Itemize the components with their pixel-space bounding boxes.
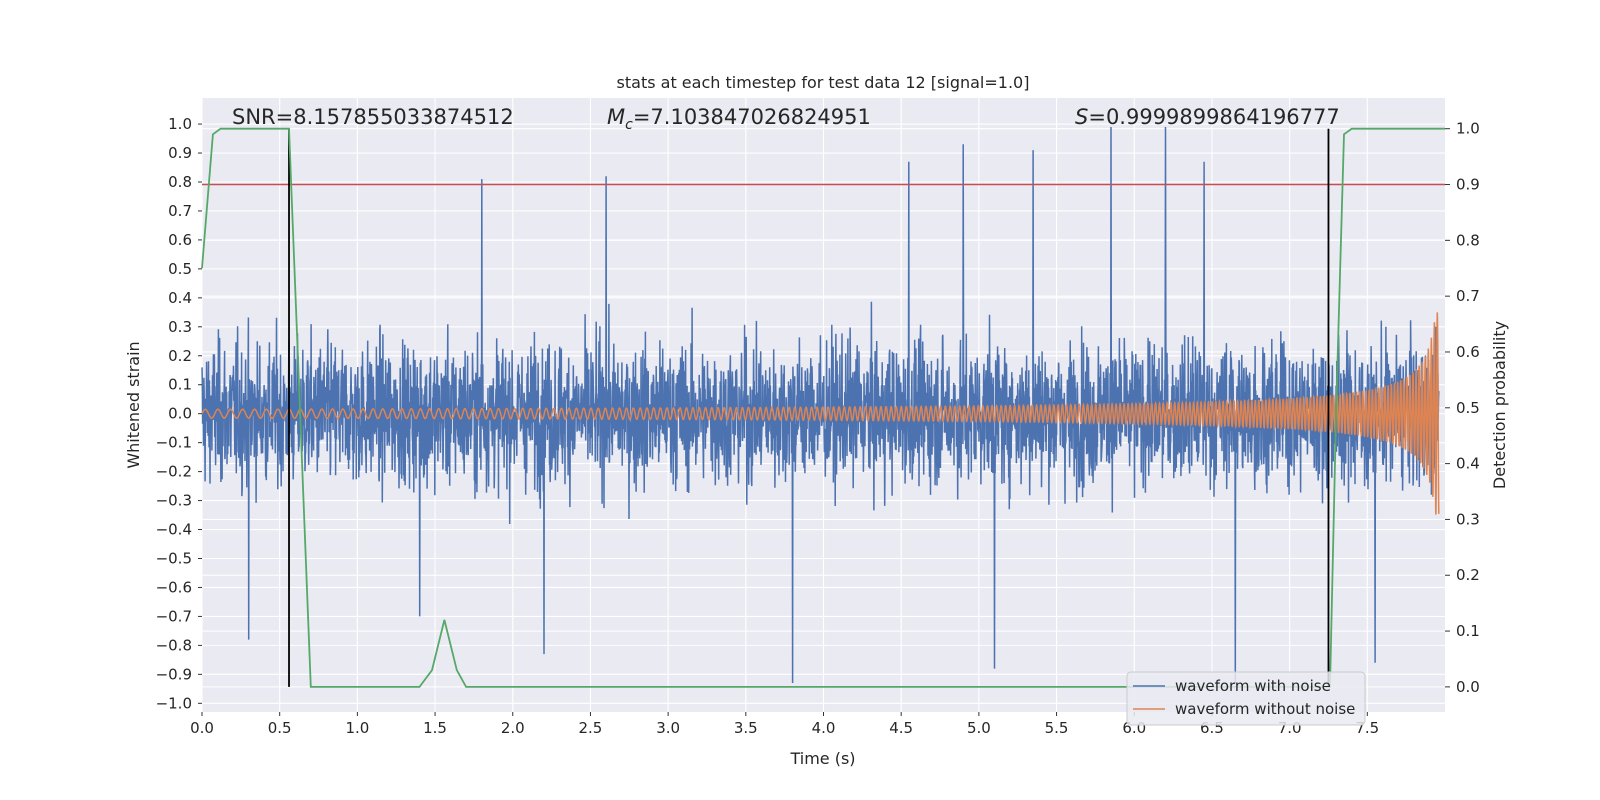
x-axis-label: Time (s) — [789, 749, 855, 768]
y-tick-label: 0.8 — [168, 173, 192, 191]
y-tick-label: 0.3 — [168, 318, 192, 336]
y-tick-label: 0.7 — [168, 202, 192, 220]
x-tick-label: 2.5 — [579, 719, 603, 737]
snr-annotation: SNR=8.157855033874512 — [232, 105, 514, 129]
chirp-mass-annotation: Mc=7.103847026824951 — [607, 105, 871, 133]
x-tick-label: 3.5 — [734, 719, 758, 737]
statistic-value: =0.9999899864196777 — [1088, 105, 1339, 129]
x-tick-label: 0.5 — [268, 719, 292, 737]
y-tick-label: −0.3 — [156, 492, 192, 510]
chart-title: stats at each timestep for test data 12 … — [617, 73, 1030, 92]
x-tick-label: 2.0 — [501, 719, 525, 737]
y2-axis-label: Detection probability — [1490, 321, 1509, 489]
y2-axis-ticks: 1.0 0.9 0.8 0.7 0.6 0.5 0.4 0.3 0.2 0.1 0.0 — [1445, 120, 1480, 696]
statistic-symbol: S — [1075, 105, 1088, 129]
y-tick-label: 1.0 — [168, 115, 192, 133]
legend-box — [1126, 671, 1366, 726]
y-axis-ticks: 1.0 0.9 0.8 0.7 0.6 0.5 0.4 0.3 0.2 0.1 0.0 −0.1 −0.… — [156, 115, 202, 712]
y-tick-label: 0.2 — [168, 347, 192, 365]
x-tick-label: 1.5 — [423, 719, 447, 737]
y2-tick-label: 0.2 — [1456, 566, 1480, 584]
chirp-mass-subscript: c — [625, 117, 633, 133]
y-tick-label: 0.5 — [168, 260, 192, 278]
x-tick-label: 3.0 — [656, 719, 680, 737]
y-tick-label: −0.1 — [156, 434, 192, 452]
y-tick-label: −1.0 — [156, 694, 192, 712]
chirp-mass-value: =7.103847026824951 — [633, 105, 871, 129]
y2-tick-label: 0.1 — [1456, 622, 1480, 640]
x-tick-label: 5.0 — [967, 719, 991, 737]
x-tick-label: 5.5 — [1045, 719, 1069, 737]
legend-label-noise: waveform with noise — [1175, 677, 1331, 695]
y2-tick-label: 0.3 — [1456, 510, 1480, 528]
y2-tick-label: 0.9 — [1456, 176, 1480, 194]
y-tick-label: −0.4 — [156, 521, 192, 539]
y2-tick-label: 0.6 — [1456, 343, 1480, 361]
series-line-detection-probability — [201, 127, 1445, 688]
x-tick-label: 4.0 — [812, 719, 836, 737]
y-tick-label: −0.8 — [156, 636, 192, 654]
y2-tick-label: 1.0 — [1456, 120, 1480, 138]
x-tick-label: 4.5 — [889, 719, 913, 737]
y-tick-label: −0.9 — [156, 665, 192, 683]
x-tick-label: 0.0 — [190, 719, 214, 737]
chirp-mass-symbol: M — [607, 105, 625, 129]
legend-label-clean: waveform without noise — [1175, 700, 1355, 718]
y2-tick-label: 0.8 — [1456, 231, 1480, 249]
y2-tick-label: 0.0 — [1456, 678, 1480, 696]
y-axis-label: Whitened strain — [124, 341, 143, 468]
y-tick-label: 0.6 — [168, 231, 192, 249]
y2-tick-label: 0.5 — [1456, 399, 1480, 417]
y-tick-label: −0.7 — [156, 607, 192, 625]
statistic-annotation: S=0.9999899864196777 — [1075, 105, 1340, 129]
series-line-waveform-without-noise — [201, 312, 1440, 515]
y-tick-label: 0.0 — [168, 405, 192, 423]
y-tick-label: 0.1 — [168, 376, 192, 394]
y-tick-label: −0.6 — [156, 578, 192, 596]
y2-tick-label: 0.7 — [1456, 287, 1480, 305]
y2-tick-label: 0.4 — [1456, 455, 1480, 473]
y-tick-label: 0.4 — [168, 289, 192, 307]
legend: waveform with noise waveform without noi… — [1126, 671, 1366, 726]
x-tick-label: 1.0 — [345, 719, 369, 737]
y-tick-label: 0.9 — [168, 144, 192, 162]
plot-lines — [201, 126, 1445, 688]
y-tick-label: −0.2 — [156, 463, 192, 481]
y-tick-label: −0.5 — [156, 550, 192, 568]
